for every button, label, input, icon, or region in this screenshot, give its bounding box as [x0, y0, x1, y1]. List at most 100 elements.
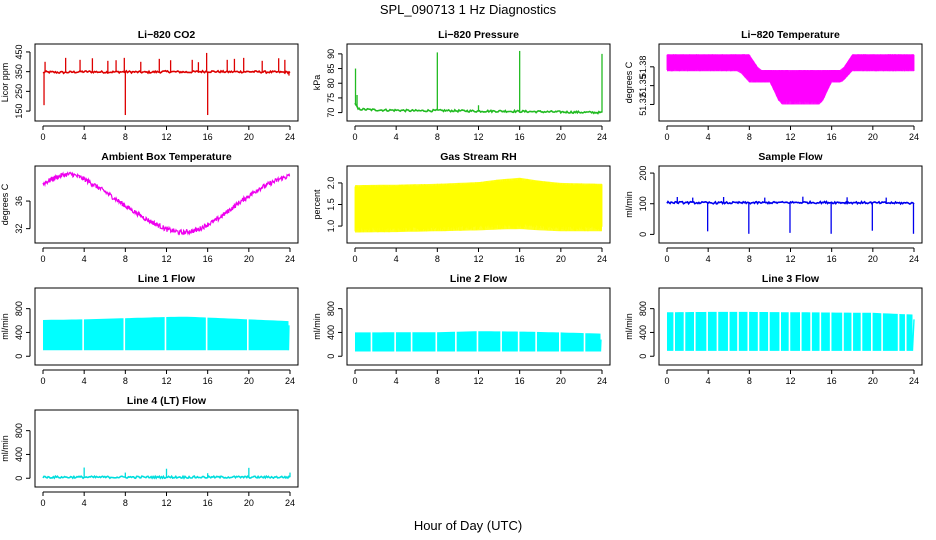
- y-axis-label: ml/min: [624, 191, 634, 218]
- x-tick-label: 20: [868, 132, 878, 142]
- y-tick-label: 51.35: [638, 74, 648, 97]
- x-tick-label: 12: [785, 254, 795, 264]
- data-layer: [42, 467, 291, 480]
- x-tick-label: 8: [123, 132, 128, 142]
- x-tick-label: 12: [473, 376, 483, 386]
- x-tick-label: 4: [394, 132, 399, 142]
- x-tick-label: 24: [597, 132, 607, 142]
- x-tick-label: 16: [203, 376, 213, 386]
- y-axis-label: degrees C: [624, 61, 634, 103]
- x-tick-label: 16: [827, 132, 837, 142]
- x-tick-label: 24: [597, 376, 607, 386]
- x-tick-label: 24: [909, 254, 919, 264]
- x-tick-label: 20: [556, 132, 566, 142]
- x-tick-label: 20: [244, 376, 254, 386]
- data-layer: [354, 50, 603, 115]
- y-tick-label: 100: [638, 196, 648, 211]
- y-tick-label: 0: [14, 354, 24, 359]
- y-axis-label: ml/min: [312, 313, 322, 340]
- plot-frame: [346, 287, 611, 366]
- x-tick-label: 20: [868, 254, 878, 264]
- y-tick-label: 800: [638, 301, 648, 316]
- y-tick-label: 85: [326, 64, 336, 74]
- x-axis-label: Hour of Day (UTC): [413, 518, 523, 533]
- chart-title: Line 2 Flow: [450, 273, 508, 285]
- plot-frame: [658, 165, 923, 244]
- y-tick-label: 250: [14, 84, 24, 99]
- y-tick-label: 400: [326, 325, 336, 340]
- y-tick-label: 36: [14, 196, 24, 206]
- tail-mark: [911, 319, 915, 351]
- y-tick-label: 400: [638, 325, 648, 340]
- chart-title: Li−820 CO2: [138, 29, 196, 41]
- x-tick-label: 4: [706, 254, 711, 264]
- figure-title: SPL_090713 1 Hz Diagnostics: [379, 2, 557, 17]
- data-layer: [666, 196, 915, 234]
- x-tick-label: 20: [244, 254, 254, 264]
- plot-frame: [34, 409, 299, 488]
- y-axis-label: ml/min: [624, 313, 634, 340]
- x-tick-label: 12: [785, 132, 795, 142]
- x-tick-label: 12: [161, 376, 171, 386]
- chart-panel-7: Line 1 Flow ml/min 0 4 8 12 16 20 24 0 400 800: [0, 273, 299, 386]
- y-tick-label: 70: [326, 108, 336, 118]
- chart-panel-1: Li−820 CO2 Licor ppm 0 4 8 12 16 20 24 150 250 350 4…: [0, 29, 299, 142]
- x-tick-label: 4: [82, 132, 87, 142]
- x-tick-label: 8: [123, 254, 128, 264]
- plot-frame: [34, 43, 299, 122]
- x-tick-label: 20: [244, 132, 254, 142]
- x-tick-label: 12: [161, 498, 171, 508]
- x-tick-label: 4: [706, 376, 711, 386]
- x-tick-label: 4: [82, 254, 87, 264]
- chart-title: Line 4 (LT) Flow: [127, 395, 207, 407]
- series-line: [42, 69, 291, 75]
- x-tick-label: 0: [40, 376, 45, 386]
- x-tick-label: 24: [285, 254, 295, 264]
- series-line: [42, 171, 291, 236]
- x-tick-label: 16: [515, 254, 525, 264]
- x-tick-label: 24: [285, 376, 295, 386]
- chart-title: Sample Flow: [758, 151, 823, 163]
- x-tick-label: 12: [473, 132, 483, 142]
- y-tick-label: 1.5: [326, 198, 336, 211]
- y-axis-label: ml/min: [0, 435, 10, 462]
- x-tick-label: 4: [82, 498, 87, 508]
- y-tick-label: 75: [326, 93, 336, 103]
- x-tick-label: 24: [909, 132, 919, 142]
- y-tick-label: 0: [638, 354, 648, 359]
- x-tick-label: 24: [909, 376, 919, 386]
- x-tick-label: 20: [868, 376, 878, 386]
- y-tick-label: 51.32: [638, 93, 648, 116]
- x-tick-label: 4: [394, 376, 399, 386]
- data-layer: [355, 330, 602, 353]
- tail-mark: [287, 325, 290, 351]
- series-strokes: [666, 54, 915, 105]
- chart-title: Gas Stream RH: [440, 151, 516, 163]
- x-tick-label: 0: [664, 254, 669, 264]
- data-layer: [354, 177, 603, 233]
- y-tick-label: 200: [638, 166, 648, 181]
- chart-panel-4: Ambient Box Temperature degrees C 0 4 8 12 16 2…: [0, 151, 299, 264]
- chart-panel-5: Gas Stream RH percent 0 4 8 12 16 20 24 1.0 1.5 2.0: [312, 151, 611, 264]
- x-tick-label: 12: [161, 132, 171, 142]
- x-tick-label: 8: [435, 376, 440, 386]
- x-tick-label: 16: [203, 132, 213, 142]
- x-tick-label: 0: [352, 132, 357, 142]
- x-tick-label: 24: [597, 254, 607, 264]
- x-tick-label: 12: [785, 376, 795, 386]
- y-tick-label: 800: [14, 423, 24, 438]
- x-tick-label: 8: [747, 376, 752, 386]
- x-tick-label: 0: [40, 132, 45, 142]
- x-tick-label: 0: [352, 376, 357, 386]
- x-tick-label: 16: [515, 132, 525, 142]
- y-tick-label: 800: [14, 301, 24, 316]
- x-tick-label: 24: [285, 132, 295, 142]
- y-tick-label: 150: [14, 104, 24, 119]
- chart-title: Ambient Box Temperature: [101, 151, 232, 163]
- x-tick-label: 16: [203, 498, 213, 508]
- y-tick-label: 450: [14, 44, 24, 59]
- y-axis-label: degrees C: [0, 183, 10, 225]
- chart-panel-8: Line 2 Flow ml/min 0 4 8 12 16 20 24 0 400 800: [312, 273, 611, 386]
- x-tick-label: 8: [435, 132, 440, 142]
- chart-panel-2: Li−820 Pressure kPa 0 4 8 12 16 20 24 70 75 80 85 90: [312, 29, 611, 142]
